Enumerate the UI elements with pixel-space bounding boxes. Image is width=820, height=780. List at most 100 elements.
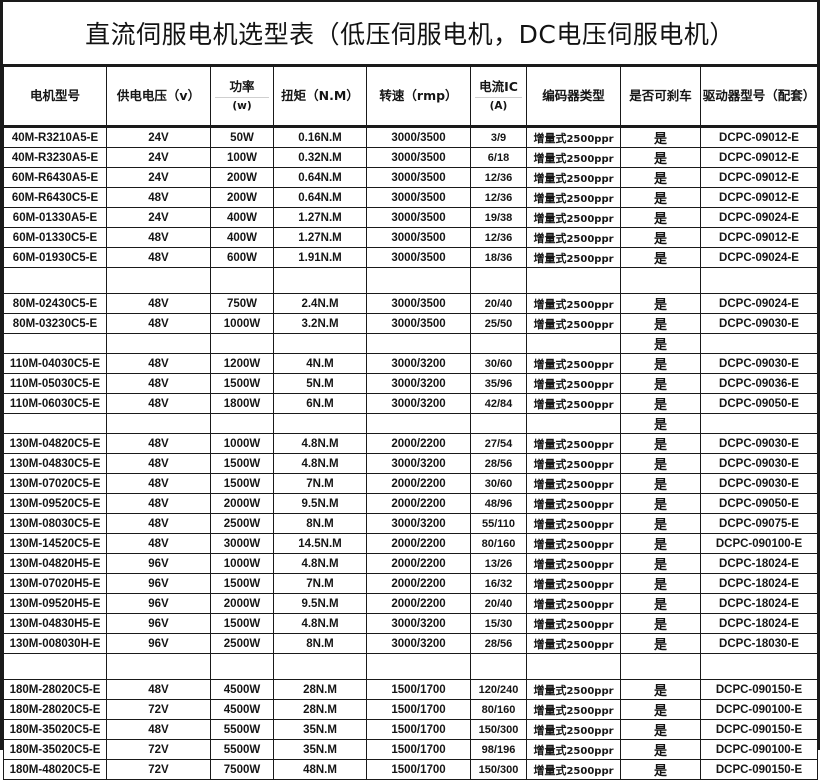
cell-brake: 是	[620, 473, 701, 494]
cell-brake: 是	[620, 313, 701, 334]
cell-voltage	[106, 413, 211, 434]
encoder-type-prefix: 增量式	[533, 251, 567, 265]
cell-encoder: 增量式2500ppr	[526, 553, 621, 574]
cell-encoder: 增量式2500ppr	[526, 247, 621, 268]
cell-power: 5500W	[210, 719, 274, 740]
cell-speed: 2000/2200	[366, 533, 471, 554]
cell-speed: 1500/1700	[366, 719, 471, 740]
encoder-resolution: 2500ppr	[566, 439, 614, 451]
encoder-type-prefix: 增量式	[533, 637, 567, 651]
table-row: 130M-09520H5-E 96V 2000W 9.5N.M 2000/2200 20/…	[3, 593, 818, 614]
cell-driver: DCPC-09012-E	[700, 126, 818, 148]
cell-current	[470, 653, 527, 680]
cell-driver: DCPC-09030-E	[700, 433, 818, 454]
cell-torque: 48N.M	[273, 759, 367, 780]
cell-model: 130M-04830C5-E	[3, 453, 107, 474]
table-row: 130M-07020C5-E 48V 1500W 7N.M 2000/2200 30/60…	[3, 473, 818, 494]
encoder-resolution: 2500ppr	[566, 559, 614, 571]
cell-voltage: 96V	[106, 553, 211, 574]
cell-model: 80M-03230C5-E	[3, 313, 107, 334]
encoder-resolution: 2500ppr	[566, 599, 614, 611]
cell-brake: 是	[620, 247, 701, 268]
cell-voltage: 48V	[106, 493, 211, 514]
cell-current: 28/56	[470, 633, 527, 654]
cell-power	[210, 267, 274, 294]
cell-brake: 是	[620, 353, 701, 374]
cell-torque: 9.5N.M	[273, 593, 367, 614]
cell-voltage: 48V	[106, 227, 211, 248]
table-spacer-row	[3, 653, 818, 680]
table-row: 110M-04030C5-E 48V 1200W 4N.M 3000/3200 30/60…	[3, 353, 818, 374]
cell-brake: 是	[620, 453, 701, 474]
cell-torque	[273, 267, 367, 294]
encoder-type-prefix: 增量式	[533, 577, 567, 591]
cell-speed: 2000/2200	[366, 493, 471, 514]
table-spacer-row: 是	[3, 333, 818, 354]
cell-power: 1500W	[210, 453, 274, 474]
cell-model: 110M-04030C5-E	[3, 353, 107, 374]
cell-brake: 是	[620, 433, 701, 454]
table-row: 180M-28020C5-E 72V 4500W 28N.M 1500/1700 80/1…	[3, 699, 818, 720]
column-header-torque: 扭矩（N.M）	[273, 67, 367, 128]
cell-voltage: 24V	[106, 126, 211, 148]
table-row: 130M-08030C5-E 48V 2500W 8N.M 3000/3200 55/11…	[3, 513, 818, 534]
cell-encoder: 增量式2500ppr	[526, 679, 621, 700]
encoder-resolution: 2500ppr	[566, 639, 614, 651]
cell-brake: 是	[620, 167, 701, 188]
cell-model: 130M-07020H5-E	[3, 573, 107, 594]
cell-voltage: 48V	[106, 293, 211, 314]
encoder-resolution: 2500ppr	[566, 499, 614, 511]
encoder-resolution: 2500ppr	[566, 193, 614, 205]
encoder-resolution: 2500ppr	[566, 153, 614, 165]
cell-model	[3, 333, 107, 354]
cell-driver: DCPC-09012-E	[700, 187, 818, 208]
cell-voltage: 72V	[106, 759, 211, 780]
table-row: 130M-04820C5-E 48V 1000W 4.8N.M 2000/2200 27/…	[3, 433, 818, 454]
cell-encoder: 增量式2500ppr	[526, 719, 621, 740]
table-row: 130M-04830H5-E 96V 1500W 4.8N.M 3000/3200 15/…	[3, 613, 818, 634]
cell-model	[3, 653, 107, 680]
cell-driver: DCPC-09012-E	[700, 227, 818, 248]
cell-speed: 1500/1700	[366, 679, 471, 700]
cell-torque: 8N.M	[273, 513, 367, 534]
cell-current: 150/300	[470, 719, 527, 740]
cell-power: 3000W	[210, 533, 274, 554]
page-title: 直流伺服电机选型表（低压伺服电机，DC电压伺服电机）	[85, 20, 735, 49]
cell-torque: 4N.M	[273, 353, 367, 374]
cell-current	[470, 333, 527, 354]
cell-current: 150/300	[470, 759, 527, 780]
column-header-power-label: 功率	[229, 79, 255, 95]
cell-brake: 是	[620, 633, 701, 654]
cell-brake: 是	[620, 593, 701, 614]
cell-torque	[273, 333, 367, 354]
cell-model: 130M-04820H5-E	[3, 553, 107, 574]
cell-speed: 3000/3500	[366, 293, 471, 314]
cell-encoder: 增量式2500ppr	[526, 393, 621, 414]
cell-power: 1000W	[210, 433, 274, 454]
cell-speed: 2000/2200	[366, 593, 471, 614]
cell-model: 130M-09520C5-E	[3, 493, 107, 514]
column-header-current-label: 电流IC	[479, 79, 518, 95]
cell-current: 27/54	[470, 433, 527, 454]
cell-model: 40M-R3230A5-E	[3, 147, 107, 168]
cell-encoder: 增量式2500ppr	[526, 633, 621, 654]
cell-encoder: 增量式2500ppr	[526, 126, 621, 148]
cell-current: 20/40	[470, 593, 527, 614]
cell-model: 60M-01330C5-E	[3, 227, 107, 248]
cell-encoder: 增量式2500ppr	[526, 353, 621, 374]
cell-power: 1500W	[210, 473, 274, 494]
cell-torque: 14.5N.M	[273, 533, 367, 554]
cell-current: 25/50	[470, 313, 527, 334]
cell-brake: 是	[620, 293, 701, 314]
cell-model: 130M-04830H5-E	[3, 613, 107, 634]
cell-speed: 3000/3200	[366, 513, 471, 534]
header-divider	[475, 96, 522, 98]
cell-power: 2000W	[210, 493, 274, 514]
cell-brake: 是	[620, 187, 701, 208]
cell-torque: 0.32N.M	[273, 147, 367, 168]
cell-current: 28/56	[470, 453, 527, 474]
encoder-type-prefix: 增量式	[533, 397, 567, 411]
cell-speed: 3000/3500	[366, 207, 471, 228]
encoder-type-prefix: 增量式	[533, 317, 567, 331]
